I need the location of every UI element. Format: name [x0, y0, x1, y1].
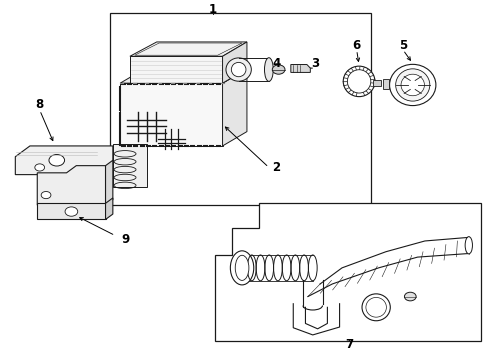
Ellipse shape: [389, 64, 435, 105]
Polygon shape: [372, 80, 380, 86]
Ellipse shape: [230, 251, 253, 285]
Ellipse shape: [365, 297, 386, 317]
Polygon shape: [37, 166, 105, 205]
Ellipse shape: [231, 62, 245, 77]
Polygon shape: [290, 64, 310, 72]
Polygon shape: [120, 69, 246, 83]
Polygon shape: [222, 69, 246, 146]
Polygon shape: [15, 146, 113, 175]
Circle shape: [65, 207, 78, 216]
Text: 1: 1: [208, 3, 216, 16]
Circle shape: [404, 292, 415, 301]
Ellipse shape: [395, 69, 429, 101]
Circle shape: [272, 65, 285, 74]
Text: 3: 3: [310, 57, 319, 70]
Polygon shape: [383, 78, 388, 89]
Circle shape: [49, 154, 64, 166]
Text: 5: 5: [398, 39, 407, 52]
Bar: [110, 13, 370, 205]
Text: 2: 2: [272, 161, 280, 174]
Ellipse shape: [235, 255, 248, 280]
Text: 6: 6: [352, 39, 360, 52]
Ellipse shape: [343, 66, 374, 96]
Polygon shape: [222, 42, 246, 83]
Circle shape: [41, 192, 51, 199]
Polygon shape: [37, 203, 105, 220]
Polygon shape: [130, 56, 222, 83]
Text: 7: 7: [345, 338, 353, 351]
Ellipse shape: [264, 58, 273, 81]
Ellipse shape: [225, 58, 251, 81]
Ellipse shape: [464, 237, 471, 254]
Circle shape: [35, 164, 44, 171]
Polygon shape: [105, 198, 113, 220]
Polygon shape: [120, 83, 222, 146]
Polygon shape: [130, 42, 246, 56]
Polygon shape: [215, 203, 480, 341]
Text: 4: 4: [271, 57, 280, 70]
Ellipse shape: [361, 294, 389, 321]
Polygon shape: [113, 144, 147, 187]
Text: 9: 9: [121, 233, 129, 246]
Text: 8: 8: [36, 98, 44, 111]
Ellipse shape: [346, 70, 370, 93]
Polygon shape: [105, 160, 113, 205]
Ellipse shape: [400, 74, 424, 96]
